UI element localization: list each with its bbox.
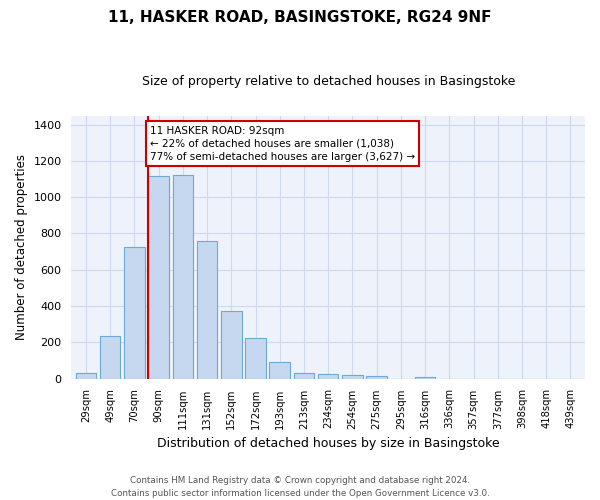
- Bar: [415, 377, 436, 378]
- Title: Size of property relative to detached houses in Basingstoke: Size of property relative to detached ho…: [142, 75, 515, 88]
- Bar: [148, 176, 169, 378]
- Bar: [100, 336, 121, 378]
- Bar: [124, 247, 145, 378]
- Bar: [293, 373, 314, 378]
- Bar: [197, 240, 217, 378]
- Text: Contains HM Land Registry data © Crown copyright and database right 2024.
Contai: Contains HM Land Registry data © Crown c…: [110, 476, 490, 498]
- Bar: [342, 374, 363, 378]
- Bar: [367, 376, 387, 378]
- Bar: [173, 176, 193, 378]
- Bar: [269, 362, 290, 378]
- Bar: [76, 373, 96, 378]
- X-axis label: Distribution of detached houses by size in Basingstoke: Distribution of detached houses by size …: [157, 437, 500, 450]
- Text: 11, HASKER ROAD, BASINGSTOKE, RG24 9NF: 11, HASKER ROAD, BASINGSTOKE, RG24 9NF: [108, 10, 492, 25]
- Bar: [245, 338, 266, 378]
- Text: 11 HASKER ROAD: 92sqm
← 22% of detached houses are smaller (1,038)
77% of semi-d: 11 HASKER ROAD: 92sqm ← 22% of detached …: [150, 126, 415, 162]
- Bar: [221, 310, 242, 378]
- Bar: [318, 374, 338, 378]
- Y-axis label: Number of detached properties: Number of detached properties: [15, 154, 28, 340]
